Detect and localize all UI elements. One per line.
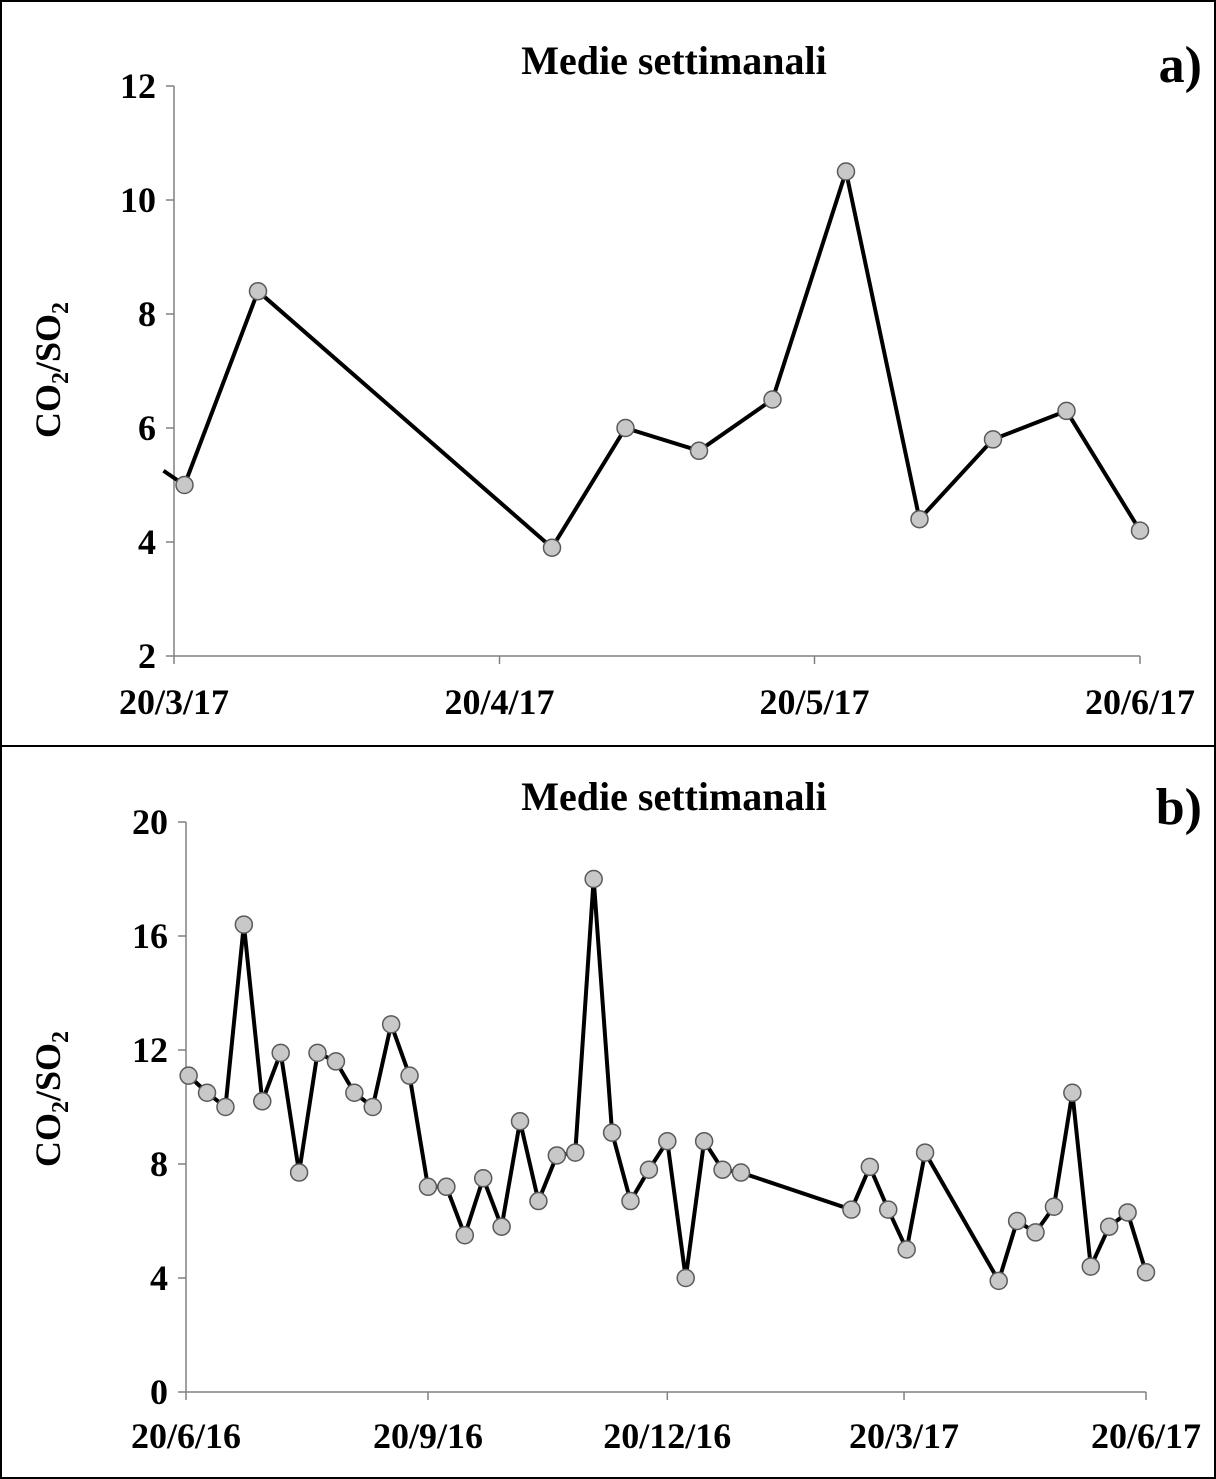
data-point [437,1177,456,1197]
data-point [529,1191,548,1211]
data-point [473,1169,493,1188]
data-point [1044,1197,1064,1216]
y-tick-label: 8 [150,1144,168,1184]
data-point [455,1226,475,1245]
x-tick-label: 20/6/17 [1091,1416,1201,1456]
data-point [1118,1203,1137,1222]
data-point [289,1163,309,1182]
panel-b-label: b) [1156,779,1202,836]
x-tick-label: 20/4/17 [444,682,554,722]
data-point [253,1092,272,1111]
data-point [676,1268,695,1288]
x-tick-label: 20/6/16 [131,1416,241,1456]
data-point [326,1052,346,1071]
y-tick-label: 8 [138,294,156,334]
data-point [602,1123,622,1142]
data-point [492,1217,511,1236]
data-point [1026,1223,1045,1242]
data-point [915,1143,935,1162]
chart-a-svg: Medie settimanali a) CO2/SO2 2 4 6 8 10 12 20/… [28,37,1202,722]
data-point [658,1131,677,1151]
y-tick-label: 10 [120,180,156,220]
chart-a-ylabel: CO2/SO2 [28,302,74,438]
data-point [763,390,782,409]
data-point [1063,1083,1082,1102]
data-point [878,1200,898,1219]
data-point [345,1083,364,1102]
y-tick-label: 4 [138,522,156,562]
x-tick-label: 20/9/16 [373,1416,483,1456]
data-point [836,162,856,181]
data-point [983,430,1003,449]
x-tick-label: 20/3/17 [849,1416,959,1456]
x-tick-label: 20/5/17 [759,682,869,722]
data-point [363,1097,382,1117]
y-tick-label: 0 [150,1372,168,1412]
data-point [234,915,254,934]
y-tick-label: 4 [150,1258,168,1298]
data-point [860,1157,880,1177]
data-point [584,869,603,889]
data-point [400,1066,419,1085]
data-point [616,418,635,438]
data-point [910,509,929,529]
data-point [897,1240,916,1259]
data-point [418,1177,438,1197]
data-point [621,1191,640,1211]
chart-b-ylabel: CO2/SO2 [28,1031,74,1167]
data-point [731,1163,751,1182]
data-point [1007,1211,1027,1231]
data-point [694,1131,714,1151]
data-point [179,1066,198,1085]
data-point [639,1160,659,1179]
data-point [175,475,194,495]
chart-a-series-line [162,163,1142,551]
data-point [713,1160,732,1179]
panel-a-label: a) [1159,37,1202,94]
y-tick-label: 20 [132,802,168,842]
data-point [308,1043,327,1063]
data-point [1081,1257,1101,1276]
data-point [1130,521,1150,540]
x-tick-label: 20/6/17 [1085,682,1195,722]
data-point [542,538,562,557]
chart-a-title: Medie settimanali [521,38,827,83]
data-point [510,1112,530,1131]
data-point [1136,1263,1156,1282]
data-point [381,1015,401,1034]
data-point [547,1146,567,1165]
data-point [1057,401,1076,421]
y-tick-label: 12 [120,66,156,106]
data-point [248,281,268,301]
chart-panel-b: Medie settimanali b) CO2/SO2 0 4 8 12 16 20 20… [0,745,1216,1479]
data-point [566,1143,585,1162]
data-point [689,441,709,461]
data-point [1099,1217,1119,1236]
data-point [216,1097,235,1117]
x-tick-label: 20/3/17 [119,682,229,722]
chart-b-svg: Medie settimanali b) CO2/SO2 0 4 8 12 16 20 20… [28,774,1202,1456]
y-tick-label: 6 [138,408,156,448]
y-tick-label: 2 [138,636,156,676]
y-tick-label: 16 [132,916,168,956]
data-point [197,1083,217,1102]
data-point [989,1271,1008,1291]
chart-b-series-line [187,878,1148,1286]
x-tick-label: 20/12/16 [603,1416,731,1456]
chart-b-title: Medie settimanali [521,774,827,819]
chart-panel-a: Medie settimanali a) CO2/SO2 2 4 6 8 10 12 20/… [0,0,1216,748]
y-tick-label: 12 [132,1030,168,1070]
data-point [271,1043,290,1063]
data-point [842,1200,861,1219]
